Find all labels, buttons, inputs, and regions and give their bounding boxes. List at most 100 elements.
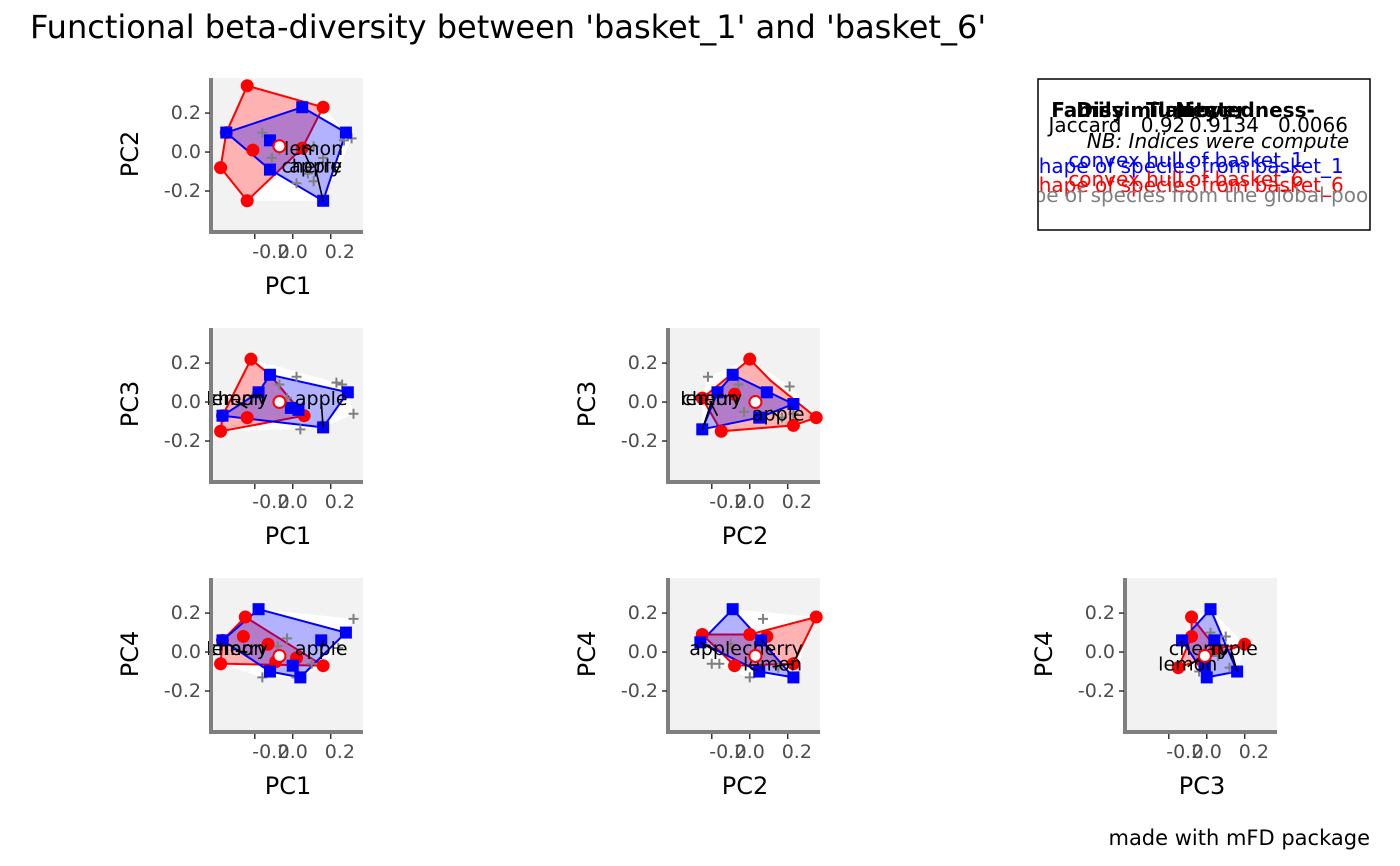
y-tick-label: 0.0 [171,141,201,163]
basket-6-point [240,194,254,208]
basket-1-point [726,368,739,381]
global-pool-point [784,381,795,392]
basket-1-point [286,659,299,672]
y-tick-label: 0.2 [171,102,201,124]
basket-6-point [244,352,258,366]
y-tick-label: 0.2 [628,602,658,624]
y-tick-label: -0.2 [621,430,658,452]
legend-header-0: Family [1051,98,1125,122]
x-tick-label: -0.2 [1166,741,1203,763]
chart-title: Functional beta-diversity between 'baske… [30,8,987,46]
basket-1-hull [220,608,348,679]
label-connector [699,641,716,652]
basket-1-point [339,626,352,639]
basket-1-point [315,634,328,647]
y-tick-label: -0.2 [1078,680,1115,702]
x-tick-label: 0.2 [782,491,812,513]
global-pool-point [733,379,744,390]
species-label: cherry [1169,638,1230,660]
basket-6-point [714,424,728,438]
basket-1-point [216,634,229,647]
basket-6-point [238,610,252,624]
legend-item-1: shape of species from basket_1 [1028,154,1343,178]
basket-1-point [292,403,305,416]
basket-1-point [753,411,766,424]
basket-6-point [214,161,228,175]
basket-1-point [1200,671,1213,684]
species-label: lemon [284,138,343,160]
label-connector [1187,657,1200,668]
basket-6-point [246,143,260,157]
basket-6-point [1171,661,1185,675]
basket-6-point [1185,610,1199,624]
x-axis-label: PC1 [265,772,312,800]
species-label: cherry [281,156,342,178]
y-tick-label: -0.2 [164,680,201,702]
species-label: apple [1205,638,1258,660]
global-pool-point [282,633,293,644]
y-tick-label: 0.2 [628,352,658,374]
x-tick-label: -0.2 [252,491,289,513]
y-axis-label: PC4 [573,631,601,678]
global-pool-point [306,658,317,669]
global-pool-point [274,379,285,390]
legend-value-3: 0.0066 [1278,113,1348,137]
x-tick-label: 0.2 [325,241,355,263]
basket-1-point [263,368,276,381]
x-tick-label: 0.0 [735,491,765,513]
basket-6-point [809,411,823,425]
global-pool-point [773,662,784,673]
basket-1-point [339,126,352,139]
label-connector [301,145,314,152]
global-pool-point [266,152,277,163]
y-tick-label: 0.2 [171,352,201,374]
x-tick-label: 0.2 [325,741,355,763]
basket-1-point [252,603,265,616]
centroid-point [748,395,763,410]
global-pool-point [1220,631,1231,642]
global-pool-point [333,643,344,654]
legend-value-1: 0.92 [1141,113,1186,137]
basket-1-point [220,126,233,139]
legend-value-2: 0.9134 [1189,113,1259,137]
global-pool-point [758,613,769,624]
basket-1-point [760,386,773,399]
basket-6-point [240,79,254,93]
basket-1-point [1176,634,1189,647]
x-tick-label: 0.2 [325,491,355,513]
x-tick-label: 0.0 [278,491,308,513]
y-tick-label: 0.0 [628,391,658,413]
x-axis-label: PC1 [265,272,312,300]
basket-1-point [787,398,800,410]
label-connector [314,168,324,201]
centroid-point [1197,648,1212,663]
species-label: lemon [206,638,265,660]
label-connector [770,409,779,418]
basket-6-point [1238,637,1252,651]
x-axis-label: PC2 [722,522,769,550]
basket-6-point [1185,629,1199,643]
label-connector [301,147,313,170]
basket-1-point [1204,603,1217,616]
basket-1-point [1198,659,1211,672]
species-label: cherry [681,388,742,410]
basket-1-point [341,386,354,399]
species-label: apple [295,388,348,410]
y-tick-label: 0.0 [171,391,201,413]
y-axis-label: PC4 [116,631,144,678]
global-pool-point [302,168,313,179]
global-pool-point [702,371,713,382]
species-label: apple [289,156,342,178]
centroid-point [272,648,287,663]
x-tick-label: -0.2 [709,741,746,763]
basket-1-point [787,671,800,684]
legend-item-0: convex hull of basket_1 [1068,148,1303,172]
x-tick-label: 0.2 [1239,741,1269,763]
basket-6-point [728,387,742,401]
global-pool-point [308,141,319,152]
global-pool-point [308,176,319,187]
